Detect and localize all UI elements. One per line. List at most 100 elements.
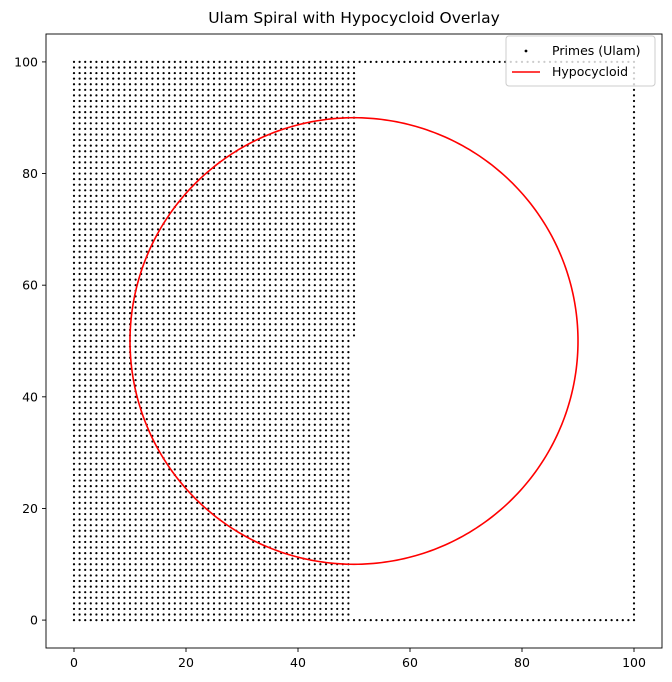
prime-point — [263, 524, 266, 527]
prime-point — [319, 591, 322, 594]
prime-point — [162, 323, 165, 326]
prime-point — [324, 60, 328, 64]
prime-point — [280, 607, 283, 611]
prime-point — [123, 518, 126, 521]
prime-point — [84, 144, 87, 147]
prime-point — [179, 217, 182, 220]
prime-point — [84, 205, 87, 209]
prime-point — [106, 133, 109, 136]
prime-point — [162, 579, 165, 583]
prime-point — [313, 535, 316, 538]
prime-point — [78, 401, 81, 404]
prime-point — [319, 155, 322, 158]
prime-point — [291, 479, 294, 482]
prime-point — [151, 540, 154, 544]
prime-point — [268, 485, 272, 488]
prime-point — [296, 378, 300, 382]
prime-point — [280, 412, 283, 415]
prime-point — [268, 334, 272, 337]
prime-point — [151, 256, 154, 259]
prime-point — [156, 317, 160, 320]
prime-point — [252, 205, 255, 209]
prime-point — [156, 423, 160, 426]
prime-point — [84, 434, 87, 437]
prime-point — [106, 295, 109, 298]
prime-point — [128, 473, 132, 477]
prime-point — [106, 261, 109, 264]
prime-point — [257, 507, 260, 510]
prime-point — [319, 574, 322, 577]
prime-point — [123, 161, 126, 164]
prime-point — [229, 490, 232, 493]
prime-point — [324, 250, 328, 253]
prime-point — [162, 261, 165, 264]
prime-point — [319, 390, 322, 393]
prime-point — [212, 88, 216, 91]
prime-point — [145, 116, 148, 119]
prime-point — [229, 429, 232, 432]
prime-point — [280, 261, 283, 264]
prime-point — [347, 557, 350, 560]
prime-point — [117, 189, 120, 192]
prime-point — [341, 295, 344, 298]
prime-point — [280, 557, 283, 560]
prime-point — [235, 306, 238, 309]
prime-point — [285, 384, 288, 387]
prime-point — [324, 178, 328, 181]
prime-point — [95, 429, 98, 432]
prime-point — [112, 574, 115, 577]
prime-point — [100, 496, 104, 499]
prime-point — [263, 334, 266, 337]
prime-point — [235, 155, 238, 158]
prime-point — [162, 60, 165, 64]
prime-point — [324, 362, 328, 365]
prime-point — [128, 83, 132, 86]
prime-point — [280, 150, 283, 153]
prime-point — [78, 445, 81, 449]
prime-point — [117, 401, 120, 404]
prime-point — [330, 384, 333, 387]
prime-point — [218, 462, 221, 465]
prime-point — [296, 245, 300, 248]
prime-point — [313, 289, 316, 292]
prime-point — [224, 111, 227, 114]
prime-point — [179, 77, 182, 80]
prime-point — [72, 323, 76, 326]
prime-point — [235, 507, 238, 510]
prime-point — [78, 535, 81, 538]
prime-point — [100, 261, 104, 264]
prime-point — [274, 579, 277, 583]
prime-point — [246, 418, 249, 421]
prime-point — [100, 328, 104, 331]
prime-point — [151, 496, 154, 499]
prime-point — [235, 295, 238, 298]
prime-point — [156, 434, 160, 437]
prime-point — [168, 250, 171, 253]
prime-point — [89, 607, 92, 611]
prime-point — [168, 256, 171, 259]
prime-point — [285, 111, 288, 114]
prime-point — [257, 356, 260, 359]
prime-point — [89, 540, 92, 544]
prime-point — [302, 390, 305, 393]
prime-point — [151, 172, 154, 175]
prime-point — [117, 618, 120, 622]
prime-point — [280, 211, 283, 214]
prime-point — [95, 440, 98, 443]
prime-point — [184, 116, 188, 119]
prime-point — [246, 440, 249, 443]
prime-point — [240, 535, 244, 538]
prime-point — [106, 77, 109, 80]
prime-point — [302, 518, 305, 521]
prime-point — [145, 295, 148, 298]
prime-point — [252, 390, 255, 393]
prime-point — [257, 518, 260, 521]
prime-point — [128, 401, 132, 404]
prime-point — [246, 613, 249, 616]
prime-point — [207, 295, 210, 298]
prime-point — [179, 178, 182, 181]
prime-point — [89, 111, 92, 114]
prime-point — [246, 451, 249, 454]
prime-point — [72, 596, 76, 599]
prime-point — [100, 105, 104, 108]
